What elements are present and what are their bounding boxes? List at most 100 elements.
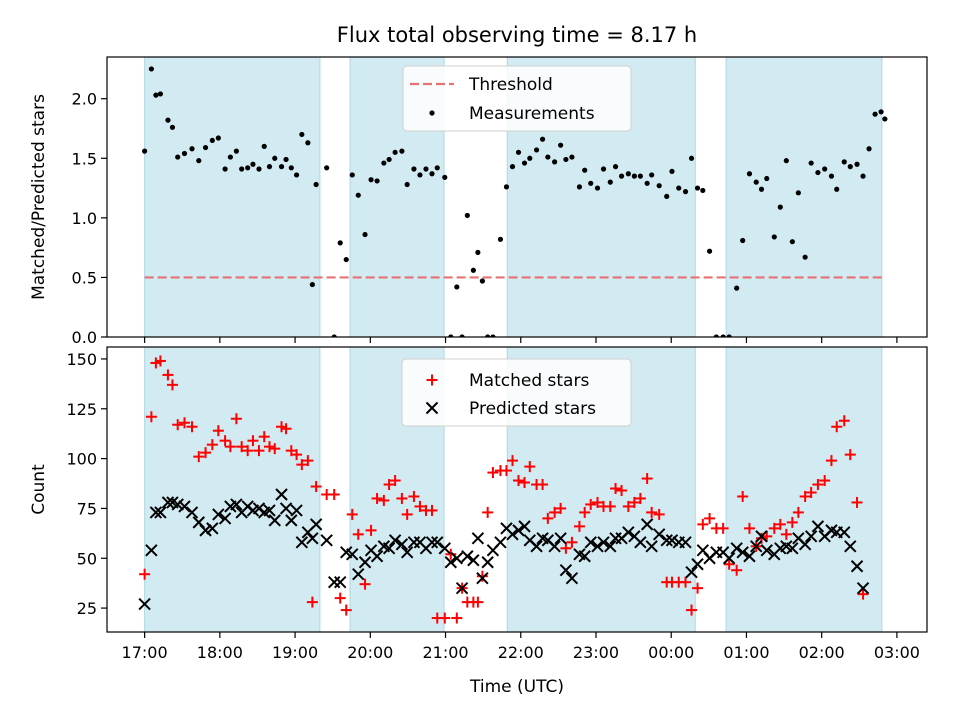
measurement-point [448, 334, 454, 337]
predicted-star-point [161, 496, 175, 509]
x-tick-label: 17:00 [122, 643, 168, 662]
matched-star-point [844, 449, 856, 461]
matched-star-point [302, 455, 314, 467]
measurement-point [740, 237, 746, 244]
measurement-point [429, 171, 435, 177]
predicted-star-point [645, 540, 658, 553]
predicted-star-point [730, 542, 743, 555]
matched-star-point [346, 508, 358, 520]
legend-threshold-label: Threshold [468, 75, 553, 95]
predicted-star-point [481, 556, 494, 569]
measurement-point [854, 161, 860, 167]
measurement-point [215, 135, 221, 141]
matched-star-point [792, 506, 804, 518]
top-legend: Threshold Measurements [402, 65, 632, 132]
matched-star-point [610, 483, 622, 495]
matched-star-point [340, 604, 352, 616]
predicted-star-point [290, 504, 303, 517]
predicted-star-point [518, 520, 531, 533]
measurement-point [256, 166, 262, 172]
measurement-point [153, 92, 159, 98]
predicted-star-point [591, 540, 604, 553]
measurement-point [649, 172, 655, 178]
predicted-star-point [395, 538, 409, 551]
matched-star-point [414, 500, 426, 512]
measurement-point [539, 136, 546, 142]
measurement-point [464, 212, 470, 219]
measurement-point [515, 149, 522, 155]
measurement-point [313, 181, 319, 188]
predicted-star-point [306, 532, 319, 545]
measurement-point [245, 165, 251, 171]
predicted-star-point [230, 498, 243, 511]
matched-star-point [542, 512, 554, 524]
measurement-point [509, 164, 516, 170]
measurement-point [720, 334, 726, 337]
matched-star-point [761, 530, 773, 542]
predicted-star-point [382, 542, 396, 555]
measurement-point [607, 179, 613, 185]
predicted-star-point [604, 540, 617, 553]
matched-star-point [172, 419, 184, 431]
matched-star-point [487, 467, 499, 479]
measurement-point [808, 160, 814, 166]
legend-box [402, 65, 632, 132]
predicted-star-point [811, 520, 825, 533]
matched-star-point [692, 582, 704, 594]
measurement-point [343, 256, 349, 263]
measurement-point [490, 334, 496, 337]
measurement-point [644, 180, 650, 186]
predicted-star-point [431, 536, 444, 549]
top-y-tick-label: 0.0 [72, 328, 97, 347]
measurement-point [209, 137, 215, 144]
predicted-star-point [750, 540, 763, 553]
matched-star-point [646, 506, 658, 518]
measurement-point [878, 109, 884, 115]
measurement-point [706, 248, 713, 254]
legend-predicted-label: Predicted stars [469, 399, 596, 419]
predicted-star-point [786, 542, 799, 555]
measurement-point [239, 166, 245, 172]
measurement-point [588, 180, 594, 186]
measurement-point [552, 159, 558, 165]
predicted-star-point [554, 532, 567, 545]
measurement-point [631, 173, 637, 179]
measurement-point [527, 155, 533, 161]
matched-star-point [236, 441, 248, 453]
matched-star-point [242, 445, 254, 457]
measurement-point [293, 172, 300, 178]
measurement-point [202, 144, 209, 151]
matched-star-point [306, 596, 318, 608]
predicted-star-point [199, 524, 212, 537]
matched-star-point [445, 548, 457, 560]
measurement-point [189, 146, 195, 152]
matched-star-point [263, 441, 275, 453]
measurement-point [503, 184, 510, 190]
measurement-point [612, 164, 619, 170]
measurement-point [442, 174, 448, 180]
bottom-y-tick-label: 50 [77, 549, 97, 568]
measurement-point [233, 148, 239, 154]
measurement-point [847, 164, 853, 170]
predicted-star-point [178, 500, 191, 513]
matched-star-point [371, 492, 383, 504]
matched-star-point [743, 522, 755, 534]
matched-star-point [805, 486, 817, 498]
predicted-star-point [640, 518, 654, 531]
predicted-star-point [352, 567, 365, 581]
measurement-point [299, 131, 305, 138]
measurement-point [656, 183, 662, 189]
bottom-panel: 25 50 75 100 125 150 17:00 18:00 19:00 20:00 21:00… [29, 346, 928, 662]
measurement-point [582, 167, 588, 173]
measurement-point [288, 165, 294, 171]
measurement-point [569, 154, 575, 160]
measurement-point [866, 146, 872, 152]
measurement-point [777, 204, 783, 210]
measurement-point [399, 148, 405, 154]
matched-star-point [280, 423, 292, 435]
measurement-point [664, 193, 670, 200]
x-tick-label: 18:00 [197, 643, 243, 662]
bottom-y-axis-label: Count [29, 464, 49, 515]
measurement-point [337, 240, 343, 246]
top-y-tick-label: 0.5 [72, 268, 97, 287]
